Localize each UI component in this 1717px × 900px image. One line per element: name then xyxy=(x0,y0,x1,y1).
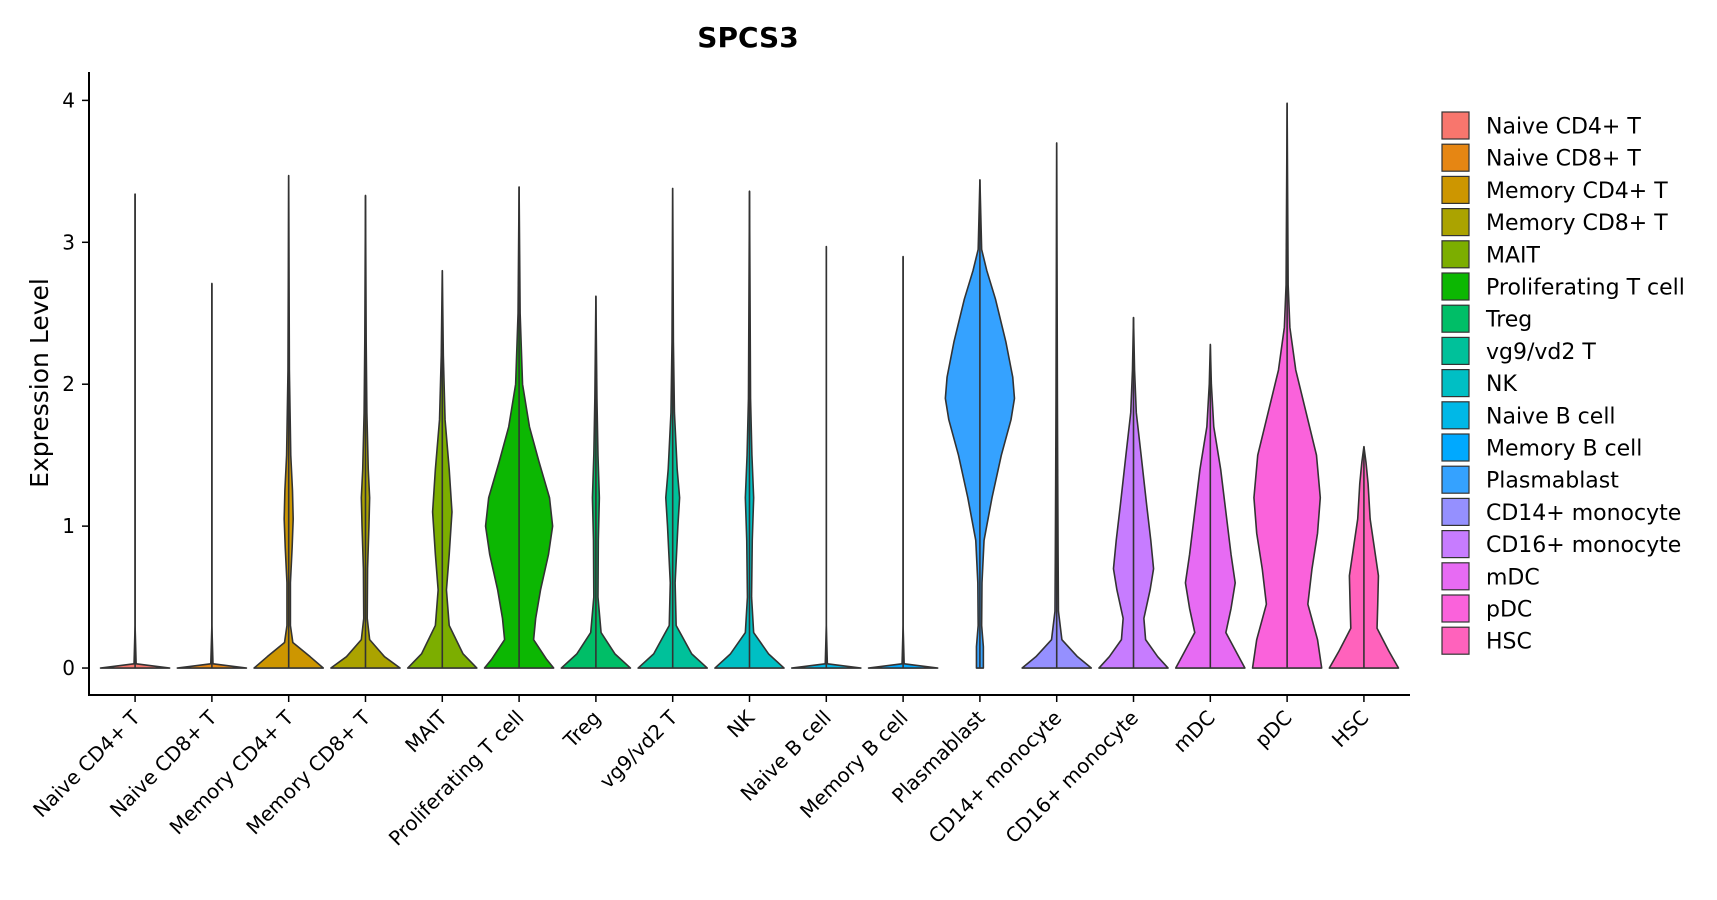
y-tick-label: 3 xyxy=(62,230,75,254)
legend-key-plasmablast xyxy=(1441,465,1470,494)
legend-label-memory-cd8-t: Memory CD8+ T xyxy=(1486,211,1668,236)
x-tick-label-pdc: pDC xyxy=(1250,706,1297,753)
y-axis-ticks: 0 1 2 3 4 xyxy=(62,88,89,680)
legend-key-cd16-monocyte xyxy=(1441,529,1470,559)
x-tick-label-mdc: mDC xyxy=(1168,706,1220,758)
legend-key-hsc xyxy=(1441,626,1470,655)
legend-label-naive-cd4-t: Naive CD4+ T xyxy=(1486,115,1641,140)
legend-label-naive-b-cell: Naive B cell xyxy=(1486,404,1616,429)
legend-key-nk xyxy=(1441,369,1470,398)
legend-label-cd16-monocyte: CD16+ monocyte xyxy=(1486,533,1681,558)
chart-title: SPCS3 xyxy=(697,21,798,54)
legend-key-memory-cd4-t xyxy=(1441,175,1470,204)
legend-key-proliferating-t-cell xyxy=(1441,272,1470,301)
y-tick-label: 2 xyxy=(62,372,75,396)
x-tick-label-vg9-vd2-t: vg9/vd2 T xyxy=(595,705,683,793)
legend-label-plasmablast: Plasmablast xyxy=(1486,469,1619,494)
y-axis-label: Expression Level xyxy=(25,278,54,488)
legend-key-memory-cd8-t xyxy=(1441,208,1470,237)
legend-label-hsc: HSC xyxy=(1486,630,1532,655)
x-tick-label-mait: MAIT xyxy=(400,705,452,757)
legend-label-proliferating-t-cell: Proliferating T cell xyxy=(1486,276,1685,301)
legend-key-memory-b-cell xyxy=(1441,433,1470,462)
violins-layer xyxy=(99,102,1400,669)
legend-key-mdc xyxy=(1441,562,1470,591)
legend-key-pdc xyxy=(1441,594,1470,623)
legend: Naive CD4+ T Naive CD8+ T Memory CD4+ T Mem… xyxy=(1441,111,1685,655)
legend-label-memory-cd4-t: Memory CD4+ T xyxy=(1486,179,1668,204)
x-tick-label-hsc: HSC xyxy=(1327,706,1373,752)
legend-key-treg xyxy=(1441,304,1470,333)
legend-label-treg: Treg xyxy=(1485,308,1532,333)
y-tick-label: 0 xyxy=(62,656,75,680)
legend-label-naive-cd8-t: Naive CD8+ T xyxy=(1486,147,1641,172)
y-tick-label: 1 xyxy=(62,514,75,538)
x-tick-label-nk: NK xyxy=(722,705,759,742)
legend-label-pdc: pDC xyxy=(1486,598,1532,623)
y-tick-label: 4 xyxy=(62,88,75,112)
legend-label-nk: NK xyxy=(1486,372,1517,397)
x-tick-label-cd16-monocyte: CD16+ monocyte xyxy=(1001,706,1144,849)
legend-key-naive-cd4-t xyxy=(1441,111,1470,140)
legend-label-memory-b-cell: Memory B cell xyxy=(1486,437,1642,462)
legend-key-naive-b-cell xyxy=(1441,401,1470,430)
legend-key-vg9-vd2-t xyxy=(1441,336,1470,365)
legend-label-vg9-vd2-t: vg9/vd2 T xyxy=(1486,340,1596,365)
legend-key-cd14-monocyte xyxy=(1441,497,1470,526)
x-tick-label-cd14-monocyte: CD14+ monocyte xyxy=(924,706,1067,849)
x-tick-label-treg: Treg xyxy=(558,706,605,753)
legend-key-naive-cd8-t xyxy=(1441,143,1470,172)
legend-label-cd14-monocyte: CD14+ monocyte xyxy=(1486,501,1681,526)
legend-label-mdc: mDC xyxy=(1486,565,1540,590)
legend-key-mait xyxy=(1441,240,1470,269)
legend-label-mait: MAIT xyxy=(1486,243,1541,268)
x-tick-label-proliferating-t-cell: Proliferating T cell xyxy=(384,706,529,851)
